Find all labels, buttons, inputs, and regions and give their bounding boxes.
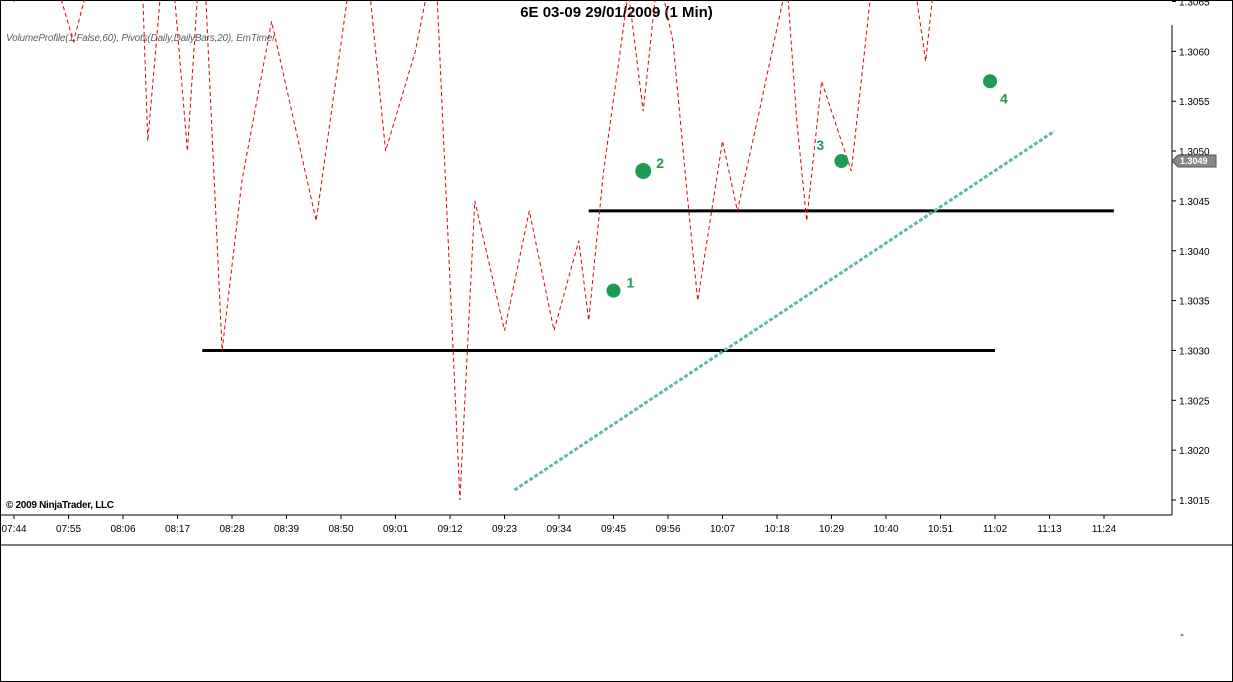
trend-line-2	[513, 129, 1056, 492]
indicator-list: VolumeProfile(1,False,60), Pivots(Daily,…	[6, 33, 276, 44]
x-tick-label: 10:40	[873, 524, 898, 535]
entry-marker-label-2: 2	[656, 155, 664, 171]
y-tick-label: 1.3040	[1179, 247, 1210, 258]
entry-marker-2	[635, 162, 652, 179]
stray-mark: -	[1180, 627, 1184, 641]
y-tick-label: 1.3030	[1179, 346, 1210, 357]
entry-marker-label-1: 1	[627, 275, 635, 291]
y-tick-label: 1.3050	[1179, 147, 1210, 158]
last-price-badge-2	[1171, 154, 1217, 168]
chart-title: 6E 03-09 29/01/2009 (1 Min)	[520, 4, 713, 21]
x-tick-label: 08:17	[165, 524, 190, 535]
x-tick-label: 09:56	[655, 524, 680, 535]
x-tick-label: 11:24	[1092, 524, 1117, 535]
x-tick-label: 09:45	[601, 524, 626, 535]
x-tick-label: 10:18	[764, 524, 789, 535]
entry-marker-label-3: 3	[816, 137, 824, 153]
x-tick-label: 09:23	[492, 524, 517, 535]
y-tick-label: 1.3045	[1179, 197, 1210, 208]
y-tick-label: 1.3055	[1179, 97, 1210, 108]
entry-marker-4	[983, 74, 998, 89]
x-tick-label: 08:39	[274, 524, 299, 535]
y-tick-label: 1.3015	[1179, 496, 1210, 507]
x-tick-label: 11:13	[1037, 524, 1062, 535]
last-price-badge-label-2: 1.3049	[1180, 156, 1208, 166]
price-series-line	[60, 0, 933, 501]
x-tick-label: 08:06	[110, 524, 135, 535]
y-tick-label: 1.3035	[1179, 297, 1210, 308]
entry-marker-3	[834, 154, 849, 169]
x-tick-label: 11:02	[983, 524, 1008, 535]
x-tick-label: 07:55	[56, 524, 81, 535]
y-tick-label: 1.3065	[1179, 0, 1210, 9]
entry-marker-1	[606, 283, 621, 298]
x-tick-label: 10:29	[819, 524, 844, 535]
x-tick-label: 09:12	[437, 524, 462, 535]
copyright-text: © 2009 NinjaTrader, LLC	[6, 500, 114, 511]
x-tick-label: 10:07	[710, 524, 735, 535]
x-tick-label: 09:01	[383, 524, 408, 535]
x-tick-label: 10:51	[928, 524, 953, 535]
x-tick-label: 07:44	[1, 524, 26, 535]
x-tick-label: 08:28	[219, 524, 244, 535]
y-tick-label: 1.3060	[1179, 47, 1210, 58]
x-tick-label: 09:34	[546, 524, 571, 535]
y-tick-label: 1.3025	[1179, 396, 1210, 407]
entry-marker-label-4: 4	[1000, 90, 1008, 106]
y-tick-label: 1.3020	[1179, 446, 1210, 457]
x-tick-label: 08:50	[328, 524, 353, 535]
